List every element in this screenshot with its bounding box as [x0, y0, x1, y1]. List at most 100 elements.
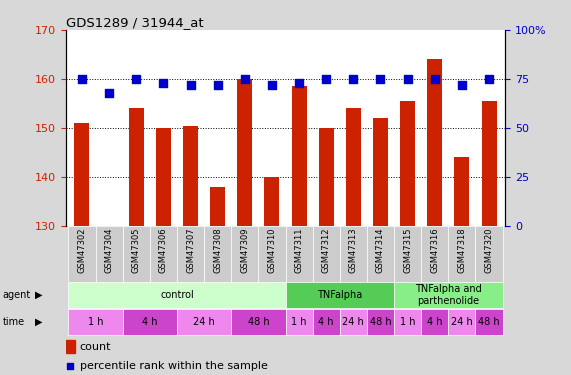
Point	[349, 76, 358, 82]
Bar	[123, 226, 150, 282]
Point	[213, 82, 222, 88]
Bar	[476, 226, 502, 282]
Point	[240, 76, 250, 82]
Point	[186, 82, 195, 88]
Text: ▶: ▶	[35, 290, 43, 300]
Bar	[455, 158, 469, 226]
Bar	[69, 226, 95, 282]
Bar	[150, 226, 177, 282]
Bar	[238, 79, 252, 226]
Text: count: count	[79, 342, 111, 352]
Bar	[448, 309, 476, 335]
Point	[132, 76, 141, 82]
Bar	[286, 309, 313, 335]
Text: GSM47320: GSM47320	[485, 228, 493, 273]
Text: percentile rank within the sample: percentile rank within the sample	[79, 362, 267, 371]
Bar	[258, 226, 286, 282]
Bar	[74, 123, 90, 226]
Text: 4 h: 4 h	[427, 317, 443, 327]
Bar	[313, 309, 340, 335]
Bar	[481, 101, 497, 226]
Point	[295, 80, 304, 86]
Text: GSM47308: GSM47308	[213, 228, 222, 273]
Text: 24 h: 24 h	[343, 317, 364, 327]
Text: 1 h: 1 h	[88, 317, 103, 327]
Bar	[367, 309, 394, 335]
Point	[78, 76, 87, 82]
Bar	[421, 309, 448, 335]
Bar	[69, 282, 286, 308]
Text: TNFalpha: TNFalpha	[317, 290, 363, 300]
Text: 24 h: 24 h	[451, 317, 473, 327]
Text: 48 h: 48 h	[478, 317, 500, 327]
Bar	[177, 309, 231, 335]
Bar	[400, 101, 415, 226]
Point	[430, 76, 439, 82]
Bar	[177, 226, 204, 282]
Bar	[394, 309, 421, 335]
Point	[321, 76, 331, 82]
Text: 48 h: 48 h	[248, 317, 269, 327]
Text: GSM47304: GSM47304	[104, 228, 114, 273]
Point	[66, 363, 75, 369]
Point	[159, 80, 168, 86]
Point	[104, 90, 114, 96]
Bar	[183, 126, 198, 226]
Bar	[448, 226, 476, 282]
Bar	[319, 128, 333, 226]
Text: GDS1289 / 31944_at: GDS1289 / 31944_at	[66, 16, 203, 29]
Bar	[427, 59, 442, 226]
Point	[376, 76, 385, 82]
Point	[457, 82, 467, 88]
Bar	[231, 226, 258, 282]
Bar	[313, 226, 340, 282]
Text: 48 h: 48 h	[369, 317, 391, 327]
Bar	[210, 187, 225, 226]
Bar	[286, 226, 313, 282]
Bar	[231, 309, 286, 335]
Point	[403, 76, 412, 82]
Bar	[394, 282, 502, 308]
Text: 24 h: 24 h	[193, 317, 215, 327]
Text: GSM47310: GSM47310	[267, 228, 276, 273]
Text: GSM47318: GSM47318	[457, 228, 467, 273]
Text: 1 h: 1 h	[291, 317, 307, 327]
Text: 1 h: 1 h	[400, 317, 415, 327]
Text: 4 h: 4 h	[142, 317, 158, 327]
Bar	[340, 226, 367, 282]
Bar	[204, 226, 231, 282]
Text: GSM47306: GSM47306	[159, 228, 168, 273]
Bar	[394, 226, 421, 282]
Text: GSM47311: GSM47311	[295, 228, 304, 273]
Text: control: control	[160, 290, 194, 300]
Bar	[95, 226, 123, 282]
Text: agent: agent	[3, 290, 31, 300]
Bar	[66, 340, 75, 353]
Text: GSM47309: GSM47309	[240, 228, 250, 273]
Text: time: time	[3, 317, 25, 327]
Text: GSM47307: GSM47307	[186, 228, 195, 273]
Text: GSM47316: GSM47316	[431, 228, 439, 273]
Bar	[286, 282, 394, 308]
Bar	[292, 86, 307, 226]
Text: GSM47313: GSM47313	[349, 228, 358, 273]
Bar	[156, 128, 171, 226]
Bar	[123, 309, 177, 335]
Text: GSM47315: GSM47315	[403, 228, 412, 273]
Bar	[264, 177, 279, 226]
Text: ▶: ▶	[35, 317, 43, 327]
Text: GSM47312: GSM47312	[321, 228, 331, 273]
Bar	[129, 108, 144, 226]
Bar	[476, 309, 502, 335]
Point	[484, 76, 493, 82]
Bar	[373, 118, 388, 226]
Text: GSM47302: GSM47302	[78, 228, 86, 273]
Point	[267, 82, 276, 88]
Text: TNFalpha and
parthenolide: TNFalpha and parthenolide	[415, 284, 482, 306]
Text: GSM47314: GSM47314	[376, 228, 385, 273]
Bar	[69, 309, 123, 335]
Bar	[421, 226, 448, 282]
Bar	[367, 226, 394, 282]
Text: GSM47305: GSM47305	[132, 228, 140, 273]
Text: 4 h: 4 h	[319, 317, 334, 327]
